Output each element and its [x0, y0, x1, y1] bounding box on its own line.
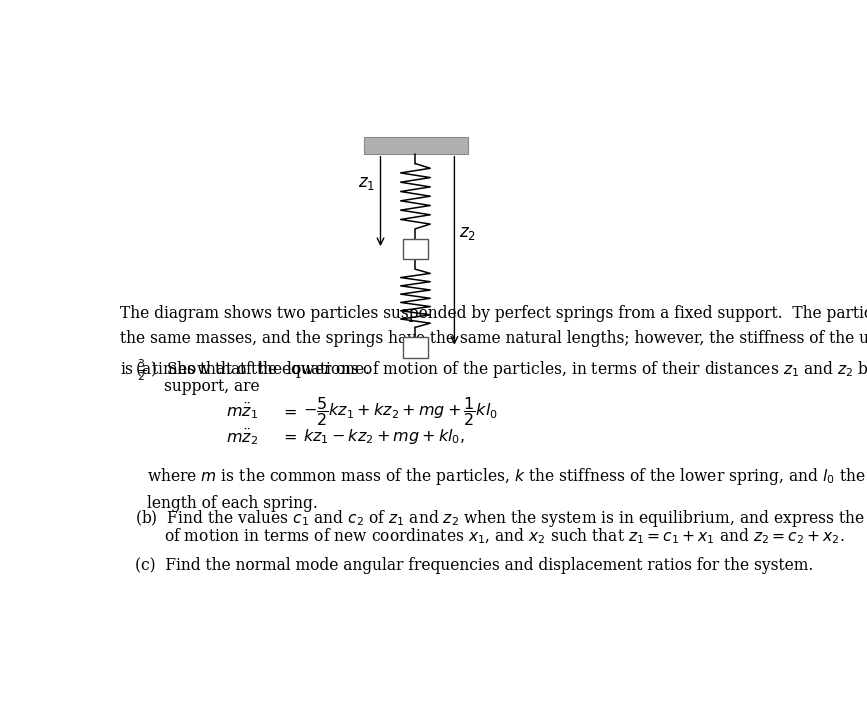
- Text: (c)  Find the normal mode angular frequencies and displacement ratios for the sy: (c) Find the normal mode angular frequen…: [135, 557, 813, 574]
- Text: $-\dfrac{5}{2}kz_1 + kz_2 + mg + \dfrac{1}{2}kl_0$: $-\dfrac{5}{2}kz_1 + kz_2 + mg + \dfrac{…: [303, 395, 499, 427]
- Text: $=$: $=$: [280, 402, 297, 419]
- Text: $m\ddot{z}_1$: $m\ddot{z}_1$: [226, 401, 258, 422]
- Text: $=$: $=$: [280, 428, 297, 445]
- Text: $kz_1 - kz_2 + mg + kl_0,$: $kz_1 - kz_2 + mg + kl_0,$: [303, 427, 466, 447]
- Text: (b)  Find the values $c_1$ and $c_2$ of $z_1$ and $z_2$ when the system is in eq: (b) Find the values $c_1$ and $c_2$ of $…: [135, 508, 867, 529]
- Bar: [402, 337, 428, 358]
- Text: $m\ddot{z}_2$: $m\ddot{z}_2$: [226, 427, 258, 447]
- Text: (a)  Show that the equations of motion of the particles, in terms of their dista: (a) Show that the equations of motion of…: [135, 359, 867, 380]
- Bar: [364, 137, 468, 154]
- Bar: [402, 239, 428, 260]
- Text: where $m$ is the common mass of the particles, $k$ the stiffness of the lower sp: where $m$ is the common mass of the part…: [147, 466, 867, 512]
- Text: $z_1$: $z_1$: [358, 176, 375, 193]
- Text: of motion in terms of new coordinates $x_1$, and $x_2$ such that $z_1 = c_1 + x_: of motion in terms of new coordinates $x…: [164, 527, 844, 546]
- Text: $z_2$: $z_2$: [460, 225, 476, 242]
- Text: The diagram shows two particles suspended by perfect springs from a fixed suppor: The diagram shows two particles suspende…: [121, 306, 867, 383]
- Text: support, are: support, are: [164, 378, 260, 395]
